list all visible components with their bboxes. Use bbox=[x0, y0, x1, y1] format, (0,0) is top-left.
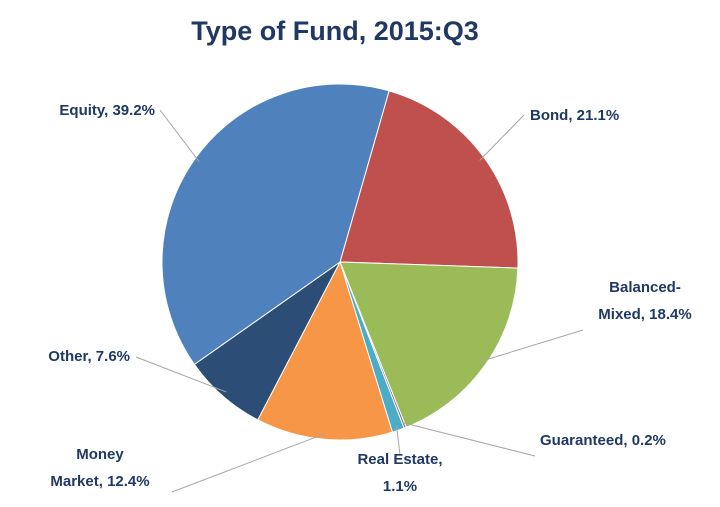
leader-line bbox=[479, 114, 525, 161]
leader-line bbox=[159, 109, 200, 163]
pie-slice bbox=[339, 261, 519, 428]
data-label: Other, 7.6% bbox=[48, 348, 130, 365]
data-label: Equity, 39.2% bbox=[59, 102, 155, 119]
leader-line bbox=[396, 425, 401, 456]
leader-line bbox=[402, 422, 536, 457]
pie-slice bbox=[161, 83, 390, 366]
data-label: Real Estate, 1.1% bbox=[357, 451, 442, 495]
data-label: Money Market, 12.4% bbox=[50, 446, 149, 490]
data-label: Balanced-Mixed, 18.4% bbox=[598, 279, 691, 323]
pie-slice bbox=[339, 90, 519, 269]
leader-line bbox=[171, 433, 325, 493]
chart-title: Type of Fund, 2015:Q3 bbox=[191, 16, 479, 46]
leader-line bbox=[135, 356, 227, 393]
leader-line bbox=[481, 329, 584, 362]
pie-slice bbox=[257, 260, 394, 441]
data-label: Bond, 21.1% bbox=[530, 107, 619, 124]
data-label: Guaranteed, 0.2% bbox=[540, 432, 666, 449]
